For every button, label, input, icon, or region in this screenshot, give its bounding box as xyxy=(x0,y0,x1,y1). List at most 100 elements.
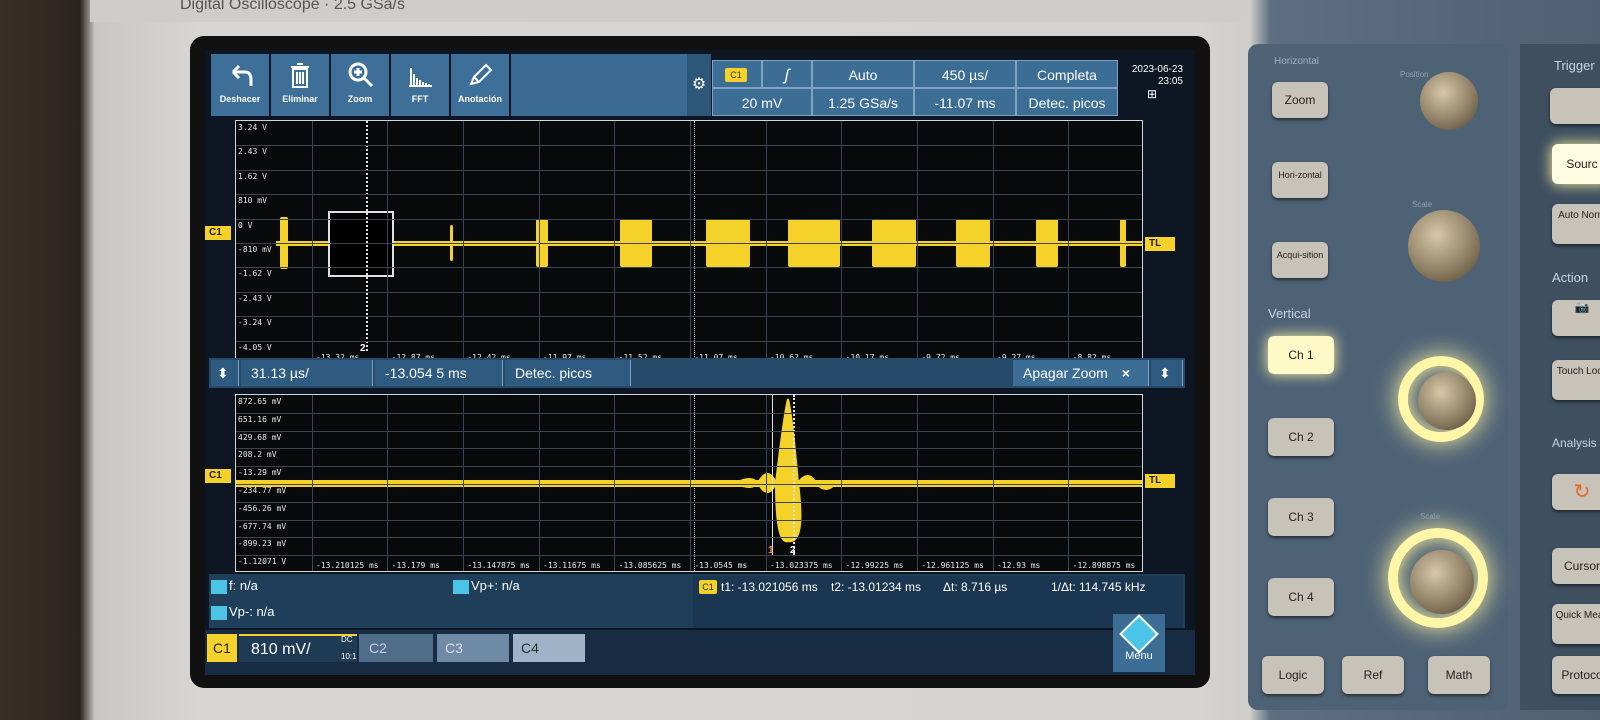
trigger-channel-cell[interactable]: C1 xyxy=(712,60,762,88)
measurement-vp-plus[interactable]: Vp+: n/a xyxy=(453,578,520,594)
channel-c4-tab[interactable]: C4 xyxy=(513,634,585,662)
menu-label: Menu xyxy=(1125,650,1153,662)
ch2-hw-button[interactable]: Ch 2 xyxy=(1268,418,1334,456)
sample-rate[interactable]: 1.25 GSa/s xyxy=(812,88,914,116)
logic-hw-button[interactable]: Logic xyxy=(1262,656,1324,694)
zoom-updown-right[interactable]: ⬍ xyxy=(1151,360,1183,386)
y-axis-label: -4.05 V xyxy=(238,342,272,352)
grid-vline xyxy=(841,121,843,363)
network-icon: ⊞ xyxy=(1146,87,1158,101)
measurement-vp-minus[interactable]: Vp-: n/a xyxy=(211,604,275,620)
annotation-button[interactable]: Anotación xyxy=(451,54,509,116)
vertical-position-knob[interactable] xyxy=(1418,372,1476,430)
touch-lock-hw-button[interactable]: Touch Lock xyxy=(1552,360,1600,400)
horizontal-scale-knob[interactable] xyxy=(1408,210,1480,282)
coupling-label: DC xyxy=(341,635,353,644)
acquisition-status[interactable]: Completa xyxy=(1016,60,1118,88)
zoom-hw-button[interactable]: Zoom xyxy=(1272,82,1328,118)
annotation-label: Anotación xyxy=(458,94,502,104)
horizontal-hw-button[interactable]: Hori-zontal xyxy=(1272,162,1328,198)
y-axis-label: -456.26 mV xyxy=(238,503,287,513)
ref-hw-button[interactable]: Ref xyxy=(1342,656,1404,694)
x-axis-label: -8.82 ms xyxy=(1073,353,1112,362)
zoom-off-label: Apagar Zoom xyxy=(1023,365,1108,381)
zoom-updown-left[interactable]: ⬍ xyxy=(211,360,239,386)
zoom-window-fill xyxy=(330,213,392,275)
main-ch1-marker[interactable]: C1 xyxy=(205,226,231,240)
grid-hline xyxy=(236,466,1142,468)
y-axis-label: 2.43 V xyxy=(238,147,267,157)
vertical-section-label: Vertical xyxy=(1268,306,1311,321)
undo-hw-button[interactable]: ↻ xyxy=(1552,474,1600,510)
instrument-title-bar: Digital Oscilloscope · 2.5 GSa/s xyxy=(90,0,1250,22)
main-trigger-level-marker[interactable]: TL xyxy=(1145,237,1175,251)
zoom-acq-mode[interactable]: Detec. picos xyxy=(505,360,631,386)
y-axis-label: 3.24 V xyxy=(238,123,267,132)
zoom-position[interactable]: -13.054 5 ms xyxy=(375,360,503,386)
time: 23:05 xyxy=(1157,76,1183,87)
vertical-scale-knob-ring xyxy=(1388,528,1488,628)
trigger-level[interactable]: 20 mV xyxy=(712,88,812,116)
ch4-hw-button[interactable]: Ch 4 xyxy=(1268,578,1334,616)
zoom-timebase[interactable]: 31.13 µs/ xyxy=(241,360,373,386)
x-axis-label: -13.11675 ms xyxy=(543,561,601,570)
vertical-position-knob-ring xyxy=(1398,356,1484,442)
protocol-hw-button[interactable]: Protoco xyxy=(1552,656,1600,694)
measurement-frequency[interactable]: f: n/a xyxy=(211,578,258,594)
trash-icon xyxy=(291,63,309,88)
probe-label: 10:1 xyxy=(341,652,357,661)
horizontal-position-knob[interactable] xyxy=(1420,72,1478,130)
trigger-hw-button[interactable] xyxy=(1550,88,1600,124)
timebase-scale[interactable]: 450 µs/ xyxy=(914,60,1016,88)
trigger-slope-cell[interactable]: ʃ xyxy=(762,60,812,88)
ch3-hw-button[interactable]: Ch 3 xyxy=(1268,498,1334,536)
y-axis-label: 429.68 mV xyxy=(238,432,282,442)
trigger-mode[interactable]: Auto xyxy=(812,60,914,88)
settings-gear-button[interactable]: ⚙ xyxy=(687,54,711,116)
zoom-ch1-marker[interactable]: C1 xyxy=(205,469,231,483)
grid-vline xyxy=(841,395,843,571)
channel-c3-tab[interactable]: C3 xyxy=(437,634,509,662)
vertical-scale-label: Scale xyxy=(1420,512,1441,521)
camera-hw-button[interactable]: 📷 xyxy=(1552,300,1600,336)
delete-label: Eliminar xyxy=(282,94,318,104)
y-axis-label: 810 mV xyxy=(238,196,267,206)
x-axis-label: -13.179 ms xyxy=(391,561,440,570)
horizontal-position[interactable]: -11.07 ms xyxy=(914,88,1016,116)
zoom-trigger-level-marker[interactable]: TL xyxy=(1145,474,1175,488)
delete-button[interactable]: Eliminar xyxy=(271,54,329,116)
grid-hline xyxy=(236,484,1142,485)
grid-vline xyxy=(765,121,767,363)
main-waveform-grid[interactable]: 2 3.24 V 2.43 V 1.62 V 810 mV 0 V -810 mV -1.6… xyxy=(235,120,1143,364)
zoom-waveform-grid[interactable]: 1 2 872.65 mV 651.16 mV 429.68 mV 208.2 mV -… xyxy=(235,394,1143,572)
fft-button[interactable]: FFT xyxy=(391,54,449,116)
grid-hline xyxy=(236,519,1142,521)
grid-vline xyxy=(1068,121,1070,363)
grid-hline xyxy=(236,267,1142,269)
channel-c1-tab[interactable]: C1 xyxy=(207,634,237,662)
vertical-scale-knob[interactable] xyxy=(1410,550,1474,614)
undo-button[interactable]: Deshacer xyxy=(211,54,269,116)
x-axis-label: -11.97 ms xyxy=(543,353,586,362)
zoom-button[interactable]: Zoom xyxy=(331,54,389,116)
acquisition-hw-button[interactable]: Acqui-sition xyxy=(1272,242,1328,278)
zoom-window-box[interactable] xyxy=(328,211,394,277)
cursor-2-line[interactable] xyxy=(793,395,795,555)
ch1-hw-button[interactable]: Ch 1 xyxy=(1268,336,1334,374)
acquisition-mode[interactable]: Detec. picos xyxy=(1016,88,1118,116)
source-hw-button[interactable]: Sourc xyxy=(1552,144,1600,184)
channel-c2-tab[interactable]: C2 xyxy=(359,634,433,662)
channel-c1-scale[interactable]: 810 mV/ xyxy=(239,634,357,662)
cursor-1-line[interactable] xyxy=(772,395,773,555)
menu-button[interactable]: Menu xyxy=(1113,614,1165,672)
x-axis-label: -9.72 ms xyxy=(921,353,960,362)
analysis-section-label: Analysis xyxy=(1552,436,1597,450)
cursor-hw-button[interactable]: Cursor xyxy=(1552,548,1600,584)
math-hw-button[interactable]: Math xyxy=(1428,656,1490,694)
grid-vline xyxy=(992,395,994,571)
auto-norm-hw-button[interactable]: Auto Norm xyxy=(1552,204,1600,244)
cursor-results[interactable] xyxy=(693,576,1183,628)
zoom-off-button[interactable]: Apagar Zoom × xyxy=(1013,360,1149,386)
quick-meas-hw-button[interactable]: Quick Meas xyxy=(1552,604,1600,644)
